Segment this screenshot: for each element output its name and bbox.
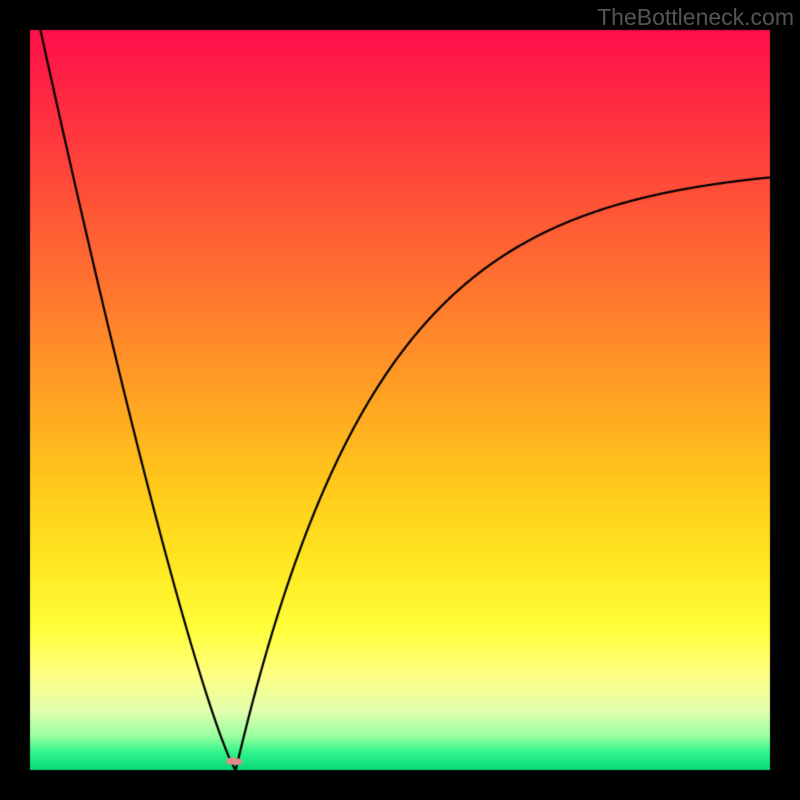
chart-stage: TheBottleneck.com: [0, 0, 800, 800]
watermark-text: TheBottleneck.com: [597, 4, 794, 31]
gradient-chart-canvas: [0, 0, 800, 800]
